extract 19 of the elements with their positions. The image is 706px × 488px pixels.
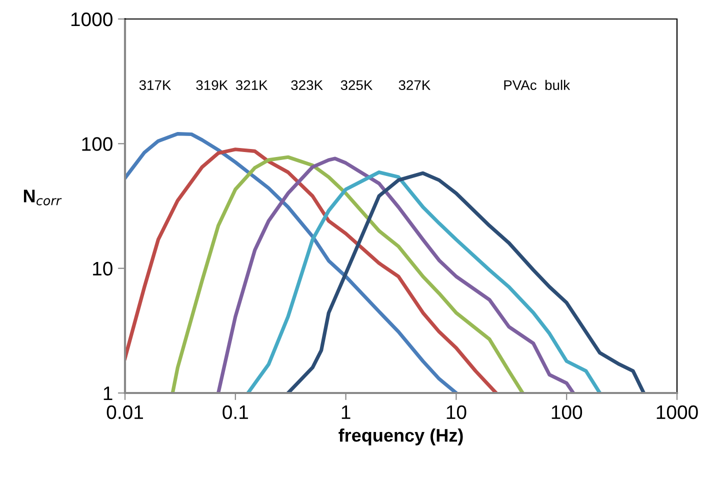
x-tick-label: 1000: [656, 405, 698, 420]
y-tick-label: 10: [93, 262, 112, 276]
annotation: 325K: [340, 80, 373, 90]
annotation: PVAc bulk: [504, 80, 570, 90]
y-axis-title: N$_{corr}$: [24, 190, 62, 206]
annotation: 319K: [196, 80, 228, 90]
x-tick-label: 1: [342, 406, 350, 419]
y-tick-label: 1: [104, 386, 112, 400]
y-tick-label: 1000: [71, 12, 112, 26]
x-tick-label: 100: [552, 405, 582, 420]
annotation: 327K: [398, 80, 431, 90]
x-tick-label: 0.1: [222, 405, 248, 420]
x-axis-title: frequency (Hz): [338, 428, 463, 446]
annotation: 317K: [139, 80, 172, 90]
annotation: 321K: [236, 80, 268, 90]
y-tick-label: 100: [82, 137, 112, 151]
x-tick-label: 0.01: [106, 405, 143, 420]
x-tick-label: 10: [446, 405, 466, 420]
annotation: 323K: [291, 80, 323, 90]
